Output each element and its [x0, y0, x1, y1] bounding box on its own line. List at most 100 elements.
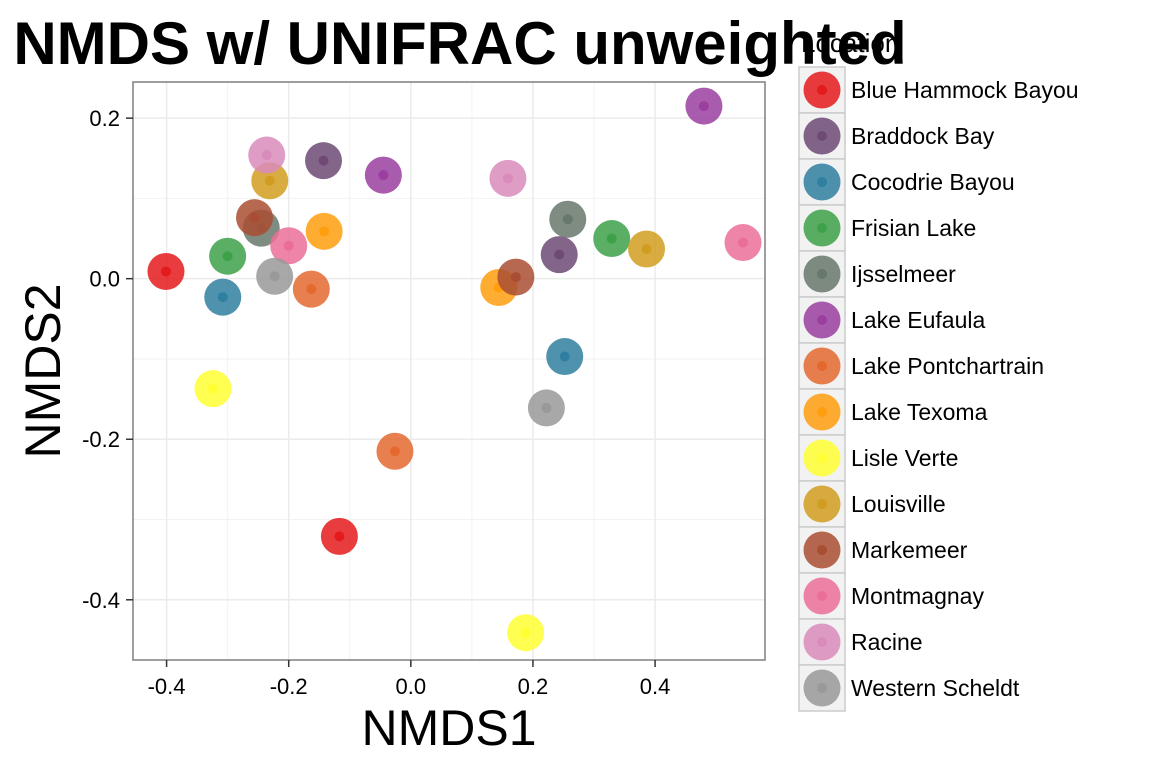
data-point [540, 236, 578, 274]
data-point [489, 159, 527, 197]
data-point [364, 156, 402, 194]
legend-label: Louisville [851, 491, 946, 517]
legend-key-center [817, 223, 827, 233]
data-point-center [738, 237, 749, 248]
legend-label: Montmagnay [851, 583, 984, 609]
legend-key-center [817, 361, 827, 371]
y-tick-label: -0.4 [82, 588, 120, 613]
data-point-center [207, 383, 218, 394]
y-axis-title: NMDS2 [15, 283, 71, 458]
legend-label: Lake Eufaula [851, 307, 985, 333]
data-point [549, 200, 587, 238]
legend-label: Lake Pontchartrain [851, 353, 1044, 379]
chart-title: NMDS w/ UNIFRAC unweighted [13, 10, 906, 77]
data-point [305, 212, 343, 250]
legend-item: Louisville [798, 480, 946, 528]
data-points [147, 87, 762, 652]
data-point-center [389, 446, 400, 457]
data-point [546, 338, 584, 376]
legend-item: Ijsselmeer [798, 250, 956, 298]
y-tick-label: 0.0 [89, 267, 120, 292]
gridlines [133, 82, 765, 660]
legend-item: Blue Hammock Bayou [798, 66, 1079, 114]
data-point [376, 432, 414, 470]
data-point-center [160, 266, 171, 277]
legend-label: Lisle Verte [851, 445, 958, 471]
legend-item: Racine [798, 618, 923, 666]
legend-key-center [817, 131, 827, 141]
legend-item: Lisle Verte [798, 434, 958, 482]
legend-key-center [817, 683, 827, 693]
x-axis-ticks: -0.4 -0.2 0.0 0.2 0.4 [148, 660, 671, 699]
legend-item: Lake Pontchartrain [798, 342, 1044, 390]
legend-key-center [817, 177, 827, 187]
data-point [270, 227, 308, 265]
data-point-center [264, 175, 275, 186]
legend-key-center [817, 637, 827, 647]
data-point-center [261, 150, 272, 161]
y-tick-label: 0.2 [89, 106, 120, 131]
x-tick-label: 0.2 [518, 674, 549, 699]
legend-label: Lake Texoma [851, 399, 988, 425]
data-point-center [502, 173, 513, 184]
legend-key-center [817, 315, 827, 325]
plot-panel [133, 82, 765, 660]
data-point-center [318, 155, 329, 166]
data-point-center [559, 351, 570, 362]
legend-item: Lake Eufaula [798, 296, 985, 344]
x-tick-label: 0.4 [640, 674, 671, 699]
data-point [194, 370, 232, 408]
data-point [248, 136, 286, 174]
legend-label: Racine [851, 629, 923, 655]
y-tick-label: -0.2 [82, 427, 120, 452]
data-point-center [562, 214, 573, 225]
data-point [685, 87, 723, 125]
data-point [507, 614, 545, 652]
data-point-center [306, 284, 317, 295]
data-point-center [217, 292, 228, 303]
legend-item: Frisian Lake [798, 204, 976, 252]
legend-key-center [817, 269, 827, 279]
data-point-center [269, 271, 280, 282]
plot-border [132, 81, 766, 661]
legend-item: Cocodrie Bayou [798, 158, 1015, 206]
legend-key-center [817, 545, 827, 555]
legend-title: Location [801, 28, 899, 58]
data-point [724, 224, 762, 262]
data-point-center [606, 233, 617, 244]
legend-label: Frisian Lake [851, 215, 976, 241]
y-axis-ticks: 0.2 0.0 -0.2 -0.4 [82, 106, 133, 613]
legend-label: Western Scheldt [851, 675, 1020, 701]
data-point [209, 237, 247, 275]
data-point-center [319, 226, 330, 237]
legend-item: Lake Texoma [798, 388, 988, 436]
x-tick-label: 0.0 [396, 674, 427, 699]
data-point [147, 252, 185, 290]
data-point-center [378, 170, 389, 181]
data-point-center [334, 531, 345, 542]
legend-items: Blue Hammock Bayou Braddock Bay Cocodrie B… [798, 66, 1079, 712]
data-point [236, 199, 274, 237]
legend-key-center [817, 499, 827, 509]
data-point [292, 270, 330, 308]
data-point-center [554, 249, 565, 260]
legend-key-center [817, 85, 827, 95]
data-point-center [541, 402, 552, 413]
legend-label: Cocodrie Bayou [851, 169, 1015, 195]
data-point [320, 517, 358, 555]
legend: Location Blue Hammock Bayou Braddock Bay C… [798, 28, 1079, 712]
x-axis-title: NMDS1 [361, 700, 536, 756]
legend-label: Braddock Bay [851, 123, 995, 149]
data-point-center [283, 240, 294, 251]
legend-label: Markemeer [851, 537, 968, 563]
legend-item: Western Scheldt [798, 664, 1020, 712]
data-point [527, 389, 565, 427]
data-point [204, 278, 242, 316]
x-tick-label: -0.4 [148, 674, 186, 699]
data-point-center [698, 101, 709, 112]
legend-key-center [817, 453, 827, 463]
data-point [497, 258, 535, 296]
x-tick-label: -0.2 [270, 674, 308, 699]
data-point-center [520, 627, 531, 638]
